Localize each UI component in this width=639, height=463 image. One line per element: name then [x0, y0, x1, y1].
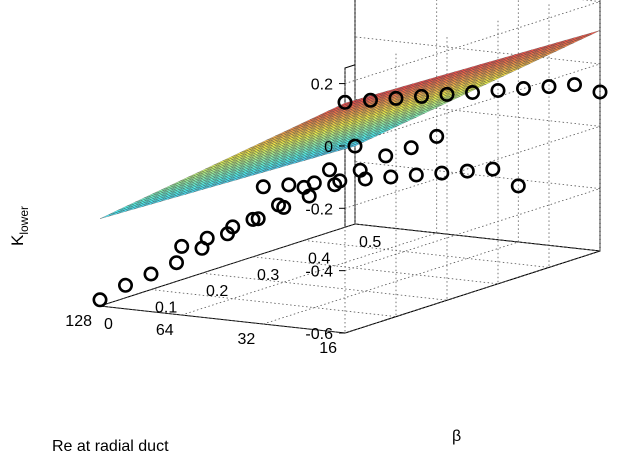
data-point-re16-7	[515, 81, 531, 97]
data-point-re128-8	[296, 179, 312, 195]
y-tick-label: 128	[65, 313, 92, 330]
z-axis-label: Klower	[8, 206, 31, 246]
x-tick-label: 0.2	[206, 283, 228, 300]
data-point-re32-5	[383, 169, 399, 185]
data-point-re16-0	[337, 94, 353, 110]
data-point-re32-8	[459, 163, 475, 179]
z-gridline	[344, 0, 601, 84]
axes-walls	[99, 0, 601, 334]
data-point-re64-6	[327, 177, 343, 193]
x-tick-label: 0.5	[359, 234, 381, 251]
data-point-re32-0	[255, 179, 271, 195]
data-point-re16-3	[413, 88, 429, 104]
data-point-re32-1	[281, 177, 297, 193]
data-point-re32-9	[485, 161, 501, 177]
re-gridline	[99, 0, 356, 307]
data-point-re32-7	[434, 165, 450, 181]
x-tick-label: 0.1	[155, 300, 177, 317]
x-tick-label: 0.3	[257, 267, 279, 284]
data-point-re64-8	[378, 148, 394, 164]
data-point-re32-6	[408, 167, 424, 183]
z-tick-label: 0.2	[311, 77, 333, 94]
data-point-re128-5	[220, 226, 236, 242]
data-point-re128-10	[347, 138, 363, 154]
re-gridline	[181, 0, 438, 316]
data-point-re128-0	[92, 292, 108, 308]
data-point-re128-1	[118, 277, 134, 293]
data-point-re64-7	[352, 162, 368, 178]
data-point-re64-10	[429, 128, 445, 144]
x-tick-label: 0	[104, 316, 113, 333]
data-markers	[92, 77, 608, 308]
data-point-re128-4	[194, 240, 210, 256]
data-point-re32-10	[510, 178, 526, 194]
data-point-re64-9	[403, 140, 419, 156]
data-point-re16-8	[541, 79, 557, 95]
y-tick-label: 16	[319, 340, 337, 357]
data-point-re64-3	[250, 211, 266, 227]
z-gridline	[344, 36, 601, 147]
data-point-re128-6	[245, 211, 261, 227]
y-tick-label: 32	[238, 331, 256, 348]
z-tick-label: -0.6	[305, 326, 333, 343]
data-point-re16-6	[490, 83, 506, 99]
data-point-re128-3	[169, 255, 185, 271]
data-point-re128-7	[270, 197, 286, 213]
data-point-re128-2	[143, 266, 159, 282]
x-tick-label: 0.4	[308, 250, 330, 267]
z-axis-label-subscript: lower	[17, 206, 31, 235]
re-gridline	[344, 0, 601, 334]
z-tick-label: -0.2	[305, 201, 333, 218]
z-tick-label: -0.4	[305, 264, 333, 281]
tick-labels: -0.6 -0.4 -0.2 0 0.2 0 0.1 0.2 0.3 0.4 0.5 16 32 64 12…	[65, 77, 381, 357]
z-axis-label-main: K	[8, 234, 27, 246]
data-point-re16-1	[362, 92, 378, 108]
data-point-re64-0	[174, 238, 190, 254]
data-point-re16-9	[566, 77, 582, 93]
x-axis-label: β	[452, 428, 461, 445]
data-point-re16-2	[388, 90, 404, 106]
y-tick-label: 64	[156, 322, 174, 339]
data-point-re16-5	[464, 85, 480, 101]
data-point-re16-10	[592, 84, 608, 100]
surface-patch	[99, 212, 118, 219]
y-axis-label: Re at radial duct	[52, 438, 169, 455]
z-tick-label: 0	[324, 139, 333, 156]
data-point-re16-4	[439, 86, 455, 102]
data-point-re128-9	[321, 162, 337, 178]
